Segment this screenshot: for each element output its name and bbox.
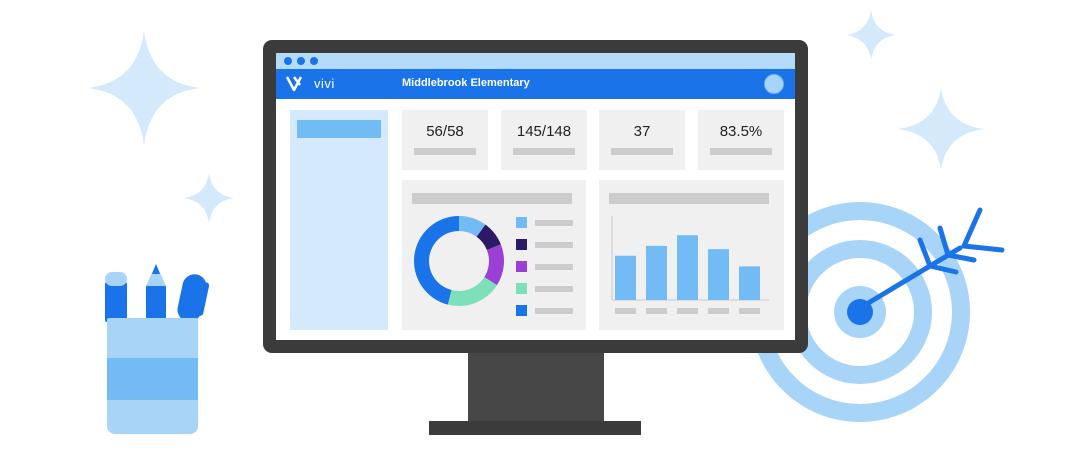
- app-header: vivi Middlebrook Elementary: [276, 69, 795, 99]
- stat-value: 145/148: [516, 123, 572, 140]
- bar-chart-panel: [599, 180, 784, 330]
- x-tick-label-placeholder: [615, 308, 636, 314]
- window-minimize-button[interactable]: [297, 57, 305, 65]
- stat-value: 83.5%: [719, 123, 763, 140]
- stat-value: 56/58: [426, 123, 464, 140]
- sparkle-icon: [898, 88, 984, 170]
- window-titlebar: [276, 53, 795, 69]
- sparkle-icon: [846, 10, 896, 60]
- legend-swatch-2: [516, 239, 527, 250]
- bar-5: [739, 266, 760, 300]
- window-close-button[interactable]: [284, 57, 292, 65]
- panel-title-placeholder: [609, 193, 769, 204]
- sparkle-icon: [88, 30, 200, 146]
- brand-name: vivi: [314, 76, 335, 91]
- pencils-icon: [105, 264, 210, 322]
- donut-chart: [413, 216, 504, 306]
- donut-slice-1: [459, 216, 486, 237]
- legend-label-placeholder: [535, 286, 573, 292]
- donut-slice-5: [413, 216, 459, 305]
- panel-title-placeholder: [412, 193, 572, 204]
- sparkle-icon: [184, 173, 234, 223]
- legend-swatch-1: [516, 217, 527, 228]
- legend-swatch-3: [516, 261, 527, 272]
- x-tick-label-placeholder: [708, 308, 729, 314]
- donut-slice-3: [484, 244, 504, 286]
- stat-card[interactable]: 145/148: [501, 110, 587, 170]
- stat-card[interactable]: 56/58: [402, 110, 488, 170]
- stat-card[interactable]: 37: [599, 110, 685, 170]
- legend-label-placeholder: [535, 220, 573, 226]
- bar-4: [708, 249, 729, 300]
- legend-swatch-5: [516, 305, 527, 316]
- dashboard-screen: vivi Middlebrook Elementary 56/58 145/14…: [276, 53, 795, 340]
- pencil-cup-band: [107, 358, 198, 400]
- stat-value: 37: [633, 123, 651, 140]
- donut-chart-panel: [402, 180, 586, 330]
- legend-label-placeholder: [535, 242, 573, 248]
- stat-label-placeholder: [710, 148, 772, 155]
- stat-label-placeholder: [513, 148, 575, 155]
- school-name: Middlebrook Elementary: [402, 77, 530, 89]
- legend-swatch-4: [516, 283, 527, 294]
- x-tick-label-placeholder: [739, 308, 760, 314]
- monitor-base: [429, 421, 641, 435]
- vivi-logo-icon[interactable]: [286, 76, 312, 92]
- x-tick-label-placeholder: [677, 308, 698, 314]
- avatar[interactable]: [764, 74, 784, 94]
- window-maximize-button[interactable]: [310, 57, 318, 65]
- legend-label-placeholder: [535, 308, 573, 314]
- donut-slice-2: [476, 224, 501, 250]
- stat-card[interactable]: 83.5%: [698, 110, 784, 170]
- stat-label-placeholder: [414, 148, 476, 155]
- bar-chart: [611, 216, 769, 314]
- bar-2: [646, 245, 667, 300]
- pencil-cup: [107, 318, 198, 358]
- monitor-stand: [468, 353, 604, 423]
- pencil-cup-base: [107, 400, 198, 434]
- x-tick-label-placeholder: [646, 308, 667, 314]
- sidebar: [290, 110, 388, 330]
- stat-label-placeholder: [611, 148, 673, 155]
- sidebar-item-active[interactable]: [297, 120, 381, 138]
- bar-3: [677, 235, 698, 300]
- legend-label-placeholder: [535, 264, 573, 270]
- bar-1: [615, 255, 636, 300]
- donut-slice-4: [447, 277, 497, 306]
